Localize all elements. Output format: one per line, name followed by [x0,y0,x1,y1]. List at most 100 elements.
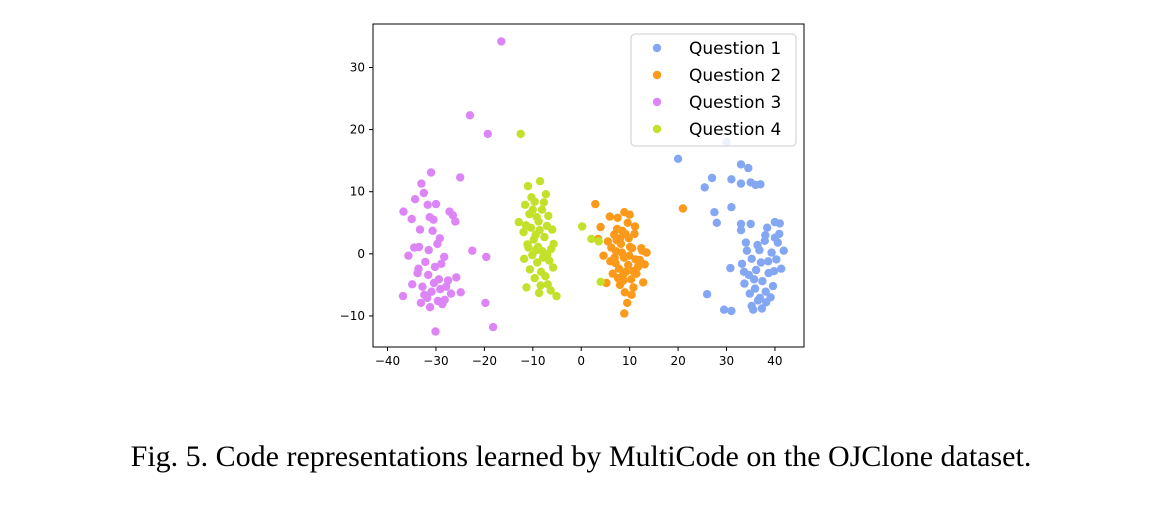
data-point [482,252,491,262]
data-point [522,283,531,292]
data-point [751,180,760,190]
figure-caption: Fig. 5. Code representations learned by … [130,440,1032,473]
data-point [530,273,539,283]
data-point [497,37,506,46]
data-point [613,213,622,222]
data-point [523,181,533,191]
data-point [775,219,784,228]
data-point [756,258,766,267]
series-1 [673,137,788,316]
data-point [514,217,523,227]
data-point [421,257,430,267]
data-point [617,248,627,257]
series-2 [591,199,688,318]
data-point [429,215,438,224]
data-point [446,289,456,298]
data-point [607,243,616,252]
data-point [719,305,729,314]
data-point [639,278,648,287]
data-point [710,208,719,217]
data-point [528,205,537,214]
x-tick-label: 30 [719,354,734,368]
legend-label: Question 3 [689,93,781,113]
data-point [468,246,477,255]
data-point [587,234,596,244]
data-point [620,288,629,297]
data-point [536,281,545,290]
legend-marker [652,124,662,134]
data-point [441,282,451,291]
data-point [525,265,535,274]
data-point [605,212,614,221]
data-point [746,219,755,229]
data-point [678,204,688,213]
data-point [745,289,754,298]
data-point [727,175,736,184]
data-point [429,278,439,288]
data-point [629,283,638,292]
data-point [753,240,762,250]
y-tick-label: 30 [350,60,365,74]
y-tick-label: 20 [350,123,365,137]
data-point [407,214,416,224]
data-point [591,199,600,209]
data-point [541,190,551,199]
data-point [524,243,533,252]
data-point [764,257,773,266]
data-point [415,225,425,234]
data-point [758,277,767,286]
data-point [541,272,550,281]
data-point [430,262,440,272]
data-point [740,279,749,288]
data-point [779,246,788,255]
data-point [544,211,553,221]
data-point [416,298,426,308]
data-point [539,198,549,207]
data-point [519,227,528,237]
data-point [540,232,549,242]
data-points [398,37,788,336]
data-point [596,222,605,232]
data-point [749,275,759,284]
data-point [739,267,749,276]
data-point [673,154,683,163]
data-point [452,273,461,282]
data-point [612,236,621,245]
series-4 [514,129,605,301]
data-point [532,245,541,255]
data-point [777,264,786,273]
data-point [535,177,545,186]
data-point [736,179,746,188]
data-point [437,259,446,268]
data-point [625,210,634,219]
data-point [552,291,561,301]
data-point [775,229,784,239]
data-point [520,200,530,209]
legend-box [630,33,797,147]
legend-label: Question 2 [689,66,781,86]
x-axis: −40 −30 −20 −10 0 10 20 30 40 [375,347,783,368]
x-tick-label: 0 [577,354,585,368]
data-point [456,173,465,182]
data-point [772,255,781,264]
data-point [414,264,423,273]
data-point [423,200,432,209]
data-point [534,217,543,226]
data-point [630,222,640,231]
data-point [531,230,540,239]
data-point [488,322,498,332]
data-point [431,327,440,336]
data-point [427,287,436,296]
data-point [451,217,460,226]
data-point [533,258,542,267]
data-point [744,163,753,173]
data-point [481,298,490,308]
legend-marker [652,70,662,80]
data-point [426,168,436,177]
data-point [534,288,544,298]
data-point [749,305,758,314]
data-point [742,246,752,255]
data-point [767,248,776,257]
data-point [707,173,717,183]
